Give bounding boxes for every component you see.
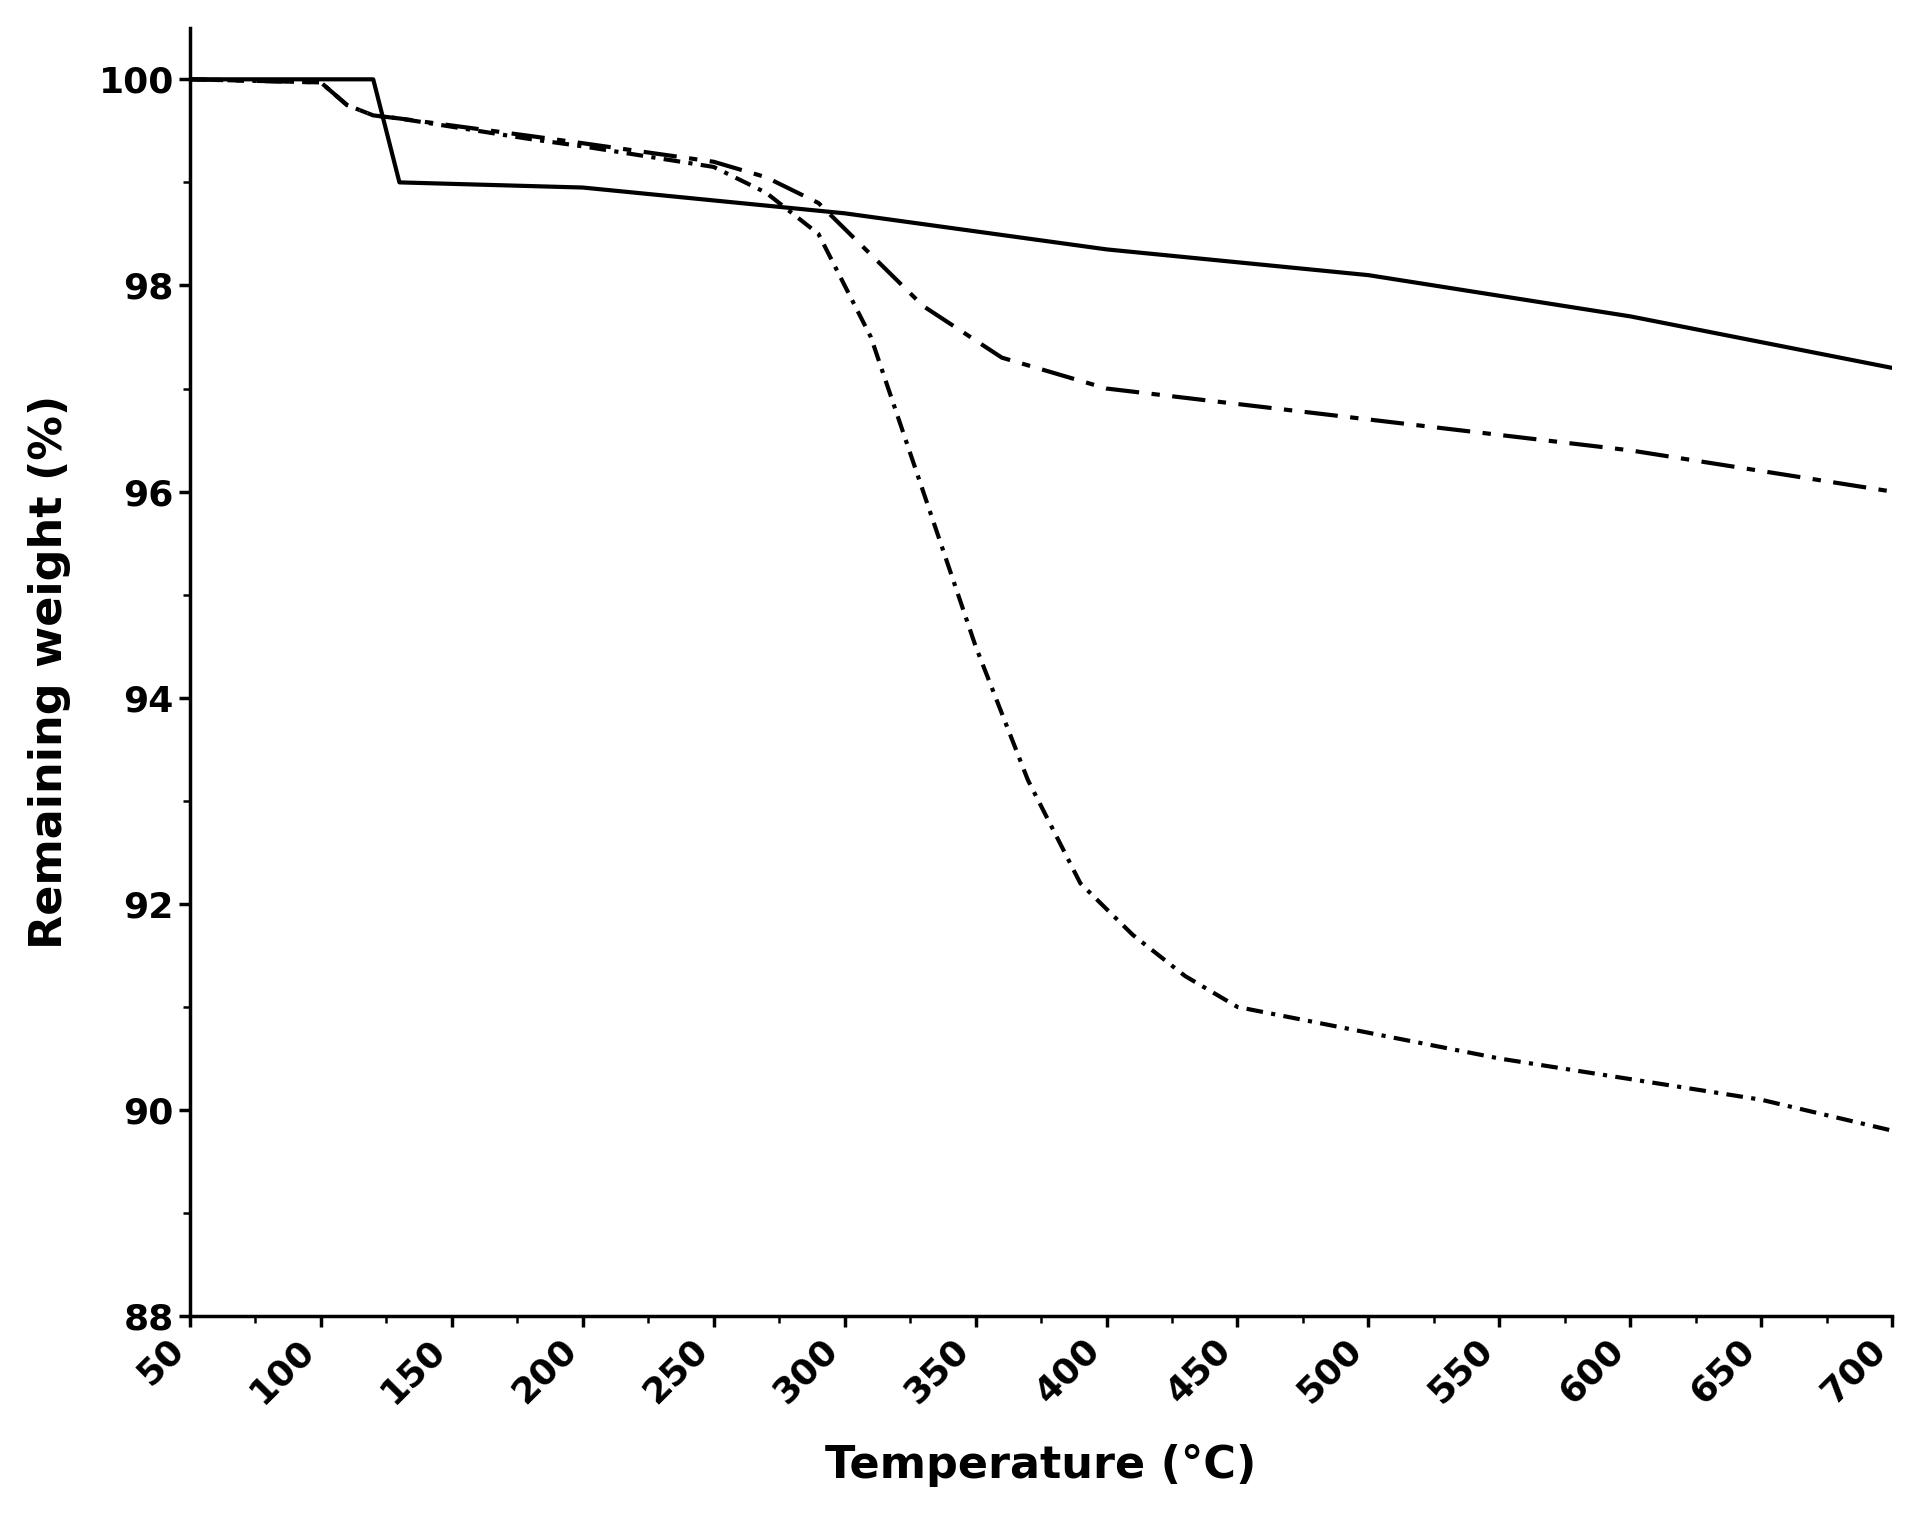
Y-axis label: Remaining weight (%): Remaining weight (%) xyxy=(27,395,71,948)
X-axis label: Temperature (°C): Temperature (°C) xyxy=(826,1444,1258,1488)
